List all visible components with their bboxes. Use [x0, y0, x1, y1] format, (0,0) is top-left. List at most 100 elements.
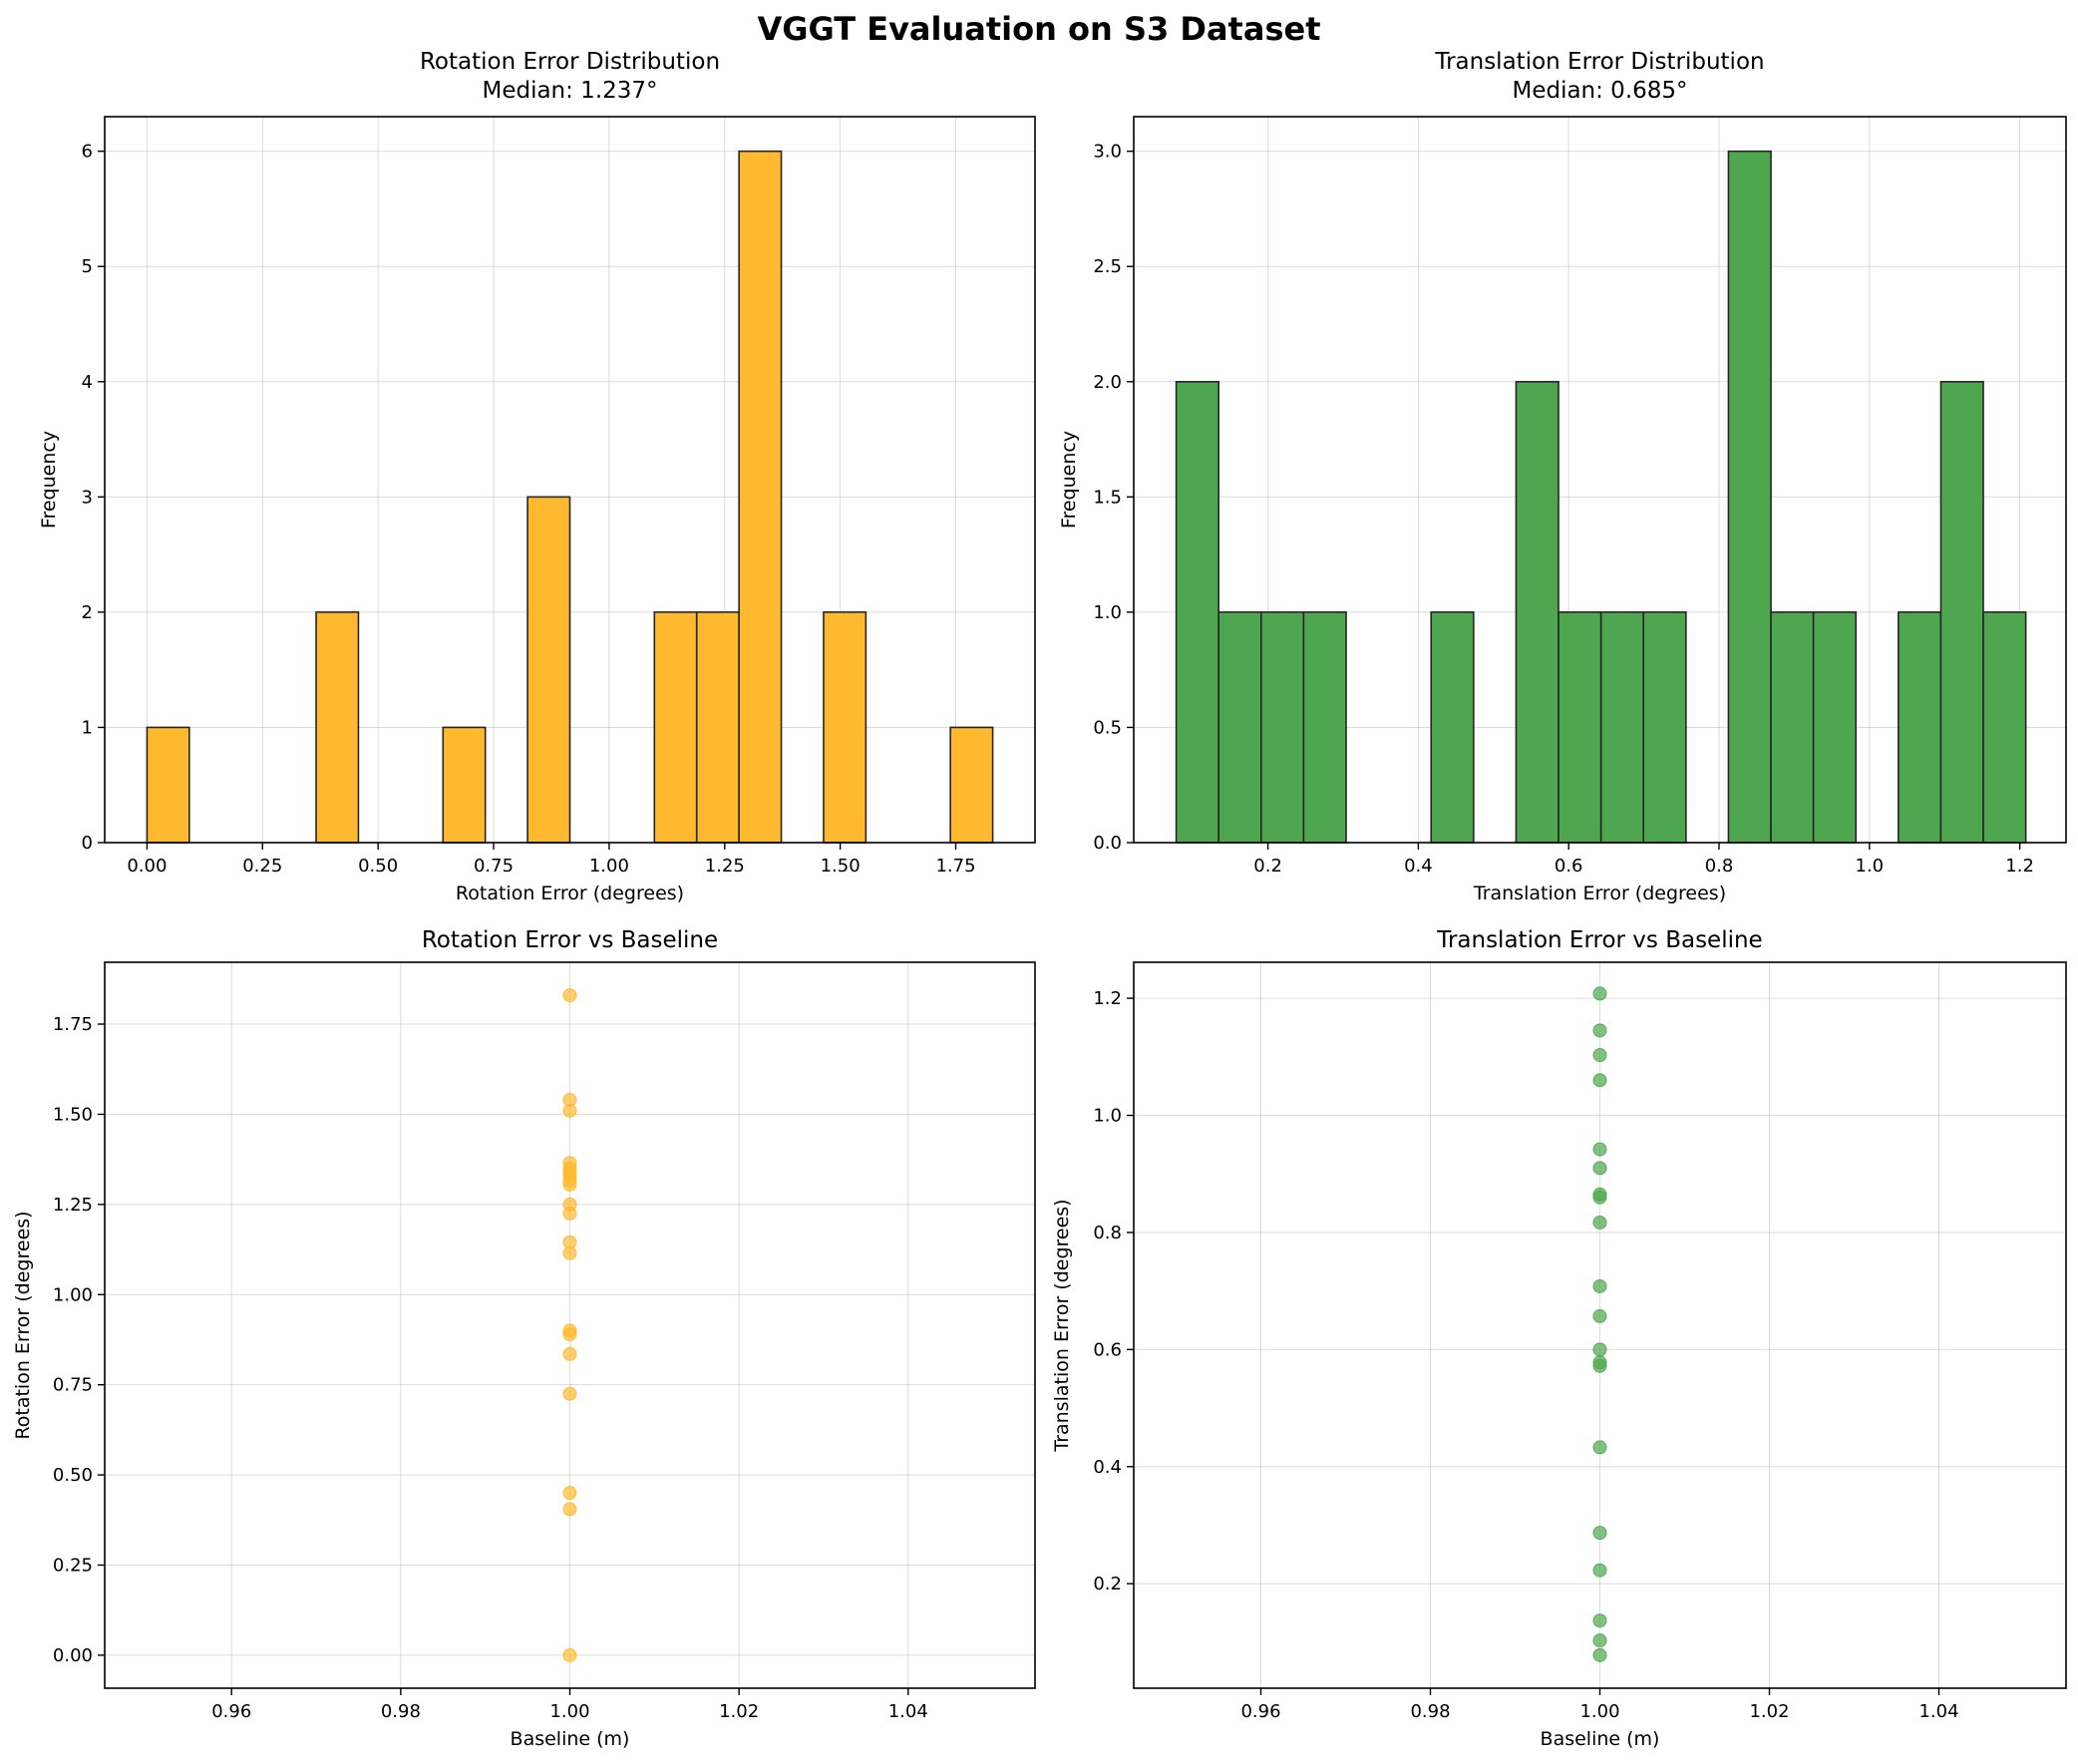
panel-title: Rotation Error vs Baseline [422, 927, 718, 953]
scatter-point [1592, 986, 1607, 1001]
scatter-point [562, 1245, 577, 1260]
histogram-bar [1175, 380, 1220, 844]
histogram-bar [1558, 611, 1602, 844]
scatter-point [1592, 1633, 1607, 1648]
y-tick-label: 0.4 [1093, 1457, 1122, 1478]
y-tick-label: 2.5 [1093, 256, 1122, 277]
scatter-point [562, 1346, 577, 1361]
scatter-point [562, 1647, 577, 1662]
rotation-histogram-panel: 0.00 0.25 0.50 0.75 1.00 1.25 1.50 1.75 0 1 2 3 4 5 6 R… [38, 49, 1036, 904]
histogram-bar [653, 611, 698, 844]
x-tick-label: 0.50 [358, 856, 398, 877]
x-tick-label: 1.00 [589, 856, 629, 877]
histogram-bar [315, 611, 360, 844]
y-tick-label: 2.0 [1093, 372, 1122, 393]
histogram-bar [1217, 611, 1262, 844]
histogram-bar [695, 611, 740, 844]
histogram-bar [1515, 380, 1559, 844]
panel-title: Rotation Error Distribution [420, 49, 720, 75]
y-tick-label: 2 [82, 602, 93, 623]
y-axis-label: Rotation Error (degrees) [12, 1211, 34, 1439]
y-tick-label: 1.25 [53, 1195, 93, 1216]
scatter-point [1592, 1647, 1607, 1662]
y-axis-label: Frequency [1058, 431, 1080, 529]
panel-subtitle: Median: 1.237° [482, 78, 657, 104]
x-tick-label: 1.02 [1749, 1701, 1789, 1722]
histogram-bar [1812, 611, 1858, 844]
y-tick-label: 0.2 [1093, 1574, 1122, 1594]
y-tick-label: 1.2 [1093, 988, 1122, 1009]
scatter-point [1592, 1190, 1607, 1205]
scatter-point [1592, 1440, 1607, 1455]
x-tick-label: 1.2 [2005, 856, 2034, 877]
histogram-bar [146, 726, 190, 844]
y-tick-label: 0.50 [53, 1465, 93, 1486]
bars [146, 150, 994, 844]
y-axis-label: Frequency [38, 431, 60, 529]
histogram-bar [1982, 611, 2027, 844]
panel-subtitle: Median: 0.685° [1512, 78, 1687, 104]
histogram-bar [1770, 611, 1815, 844]
scatter-point [562, 1327, 577, 1342]
scatter-point [1592, 1526, 1607, 1541]
x-tick-label: 1.0 [1856, 856, 1885, 877]
x-tick-label: 0.4 [1404, 856, 1433, 877]
x-axis-label: Rotation Error (degrees) [456, 882, 684, 904]
histogram-bar [1599, 611, 1645, 844]
x-tick-label: 0.98 [1410, 1701, 1450, 1722]
translation-scatter-panel: 0.96 0.98 1.00 1.02 1.04 0.2 0.4 0.6 0.8 1.0 1.2 Ba… [1051, 927, 2067, 1750]
scatter-point [562, 988, 577, 1003]
y-tick-label: 0.00 [53, 1645, 93, 1666]
points [562, 988, 577, 1662]
histogram-bar [442, 726, 487, 844]
x-tick-label: 0.96 [211, 1701, 251, 1722]
y-axis-label: Translation Error (degrees) [1051, 1199, 1073, 1452]
y-tick-label: 1 [82, 717, 93, 738]
y-tick-label: 0.0 [1093, 833, 1122, 854]
x-tick-label: 1.04 [888, 1701, 928, 1722]
y-tick-label: 5 [82, 256, 93, 277]
scatter-point [562, 1206, 577, 1221]
scatter-point [1592, 1215, 1607, 1230]
histogram-bar [1260, 611, 1305, 844]
scatter-point [1592, 1358, 1607, 1373]
scatter-point [1592, 1308, 1607, 1323]
grid [1134, 962, 2066, 1688]
x-tick-label: 0.00 [127, 856, 167, 877]
axes-frame [1133, 116, 2067, 844]
x-axis-label: Translation Error (degrees) [1473, 882, 1726, 904]
x-tick-label: 0.8 [1705, 856, 1734, 877]
x-tick-label: 1.02 [719, 1701, 759, 1722]
scatter-point [562, 1177, 577, 1192]
y-tick-label: 3.0 [1093, 142, 1122, 163]
figure-title: VGGT Evaluation on S3 Dataset [758, 10, 1321, 48]
points [1592, 986, 1607, 1662]
histogram-bar [1430, 611, 1475, 844]
x-tick-label: 1.00 [549, 1701, 589, 1722]
x-tick-label: 1.25 [705, 856, 745, 877]
panel-title: Translation Error vs Baseline [1436, 927, 1762, 953]
y-tick-label: 3 [82, 487, 93, 508]
scatter-point [1592, 1613, 1607, 1628]
x-tick-label: 1.00 [1579, 1701, 1619, 1722]
scatter-point [562, 1386, 577, 1401]
y-tick-label: 1.50 [53, 1104, 93, 1125]
scatter-point [1592, 1048, 1607, 1063]
x-tick-label: 0.2 [1253, 856, 1282, 877]
x-tick-label: 0.25 [242, 856, 282, 877]
y-tick-label: 1.0 [1093, 602, 1122, 623]
histogram-bar [823, 611, 867, 844]
bars [1175, 150, 2027, 844]
scatter-point [562, 1103, 577, 1118]
scatter-point [1592, 1278, 1607, 1293]
y-tick-label: 4 [82, 372, 93, 393]
rotation-scatter-panel: 0.96 0.98 1.00 1.02 1.04 0.00 0.25 0.50 0.75 1.00… [12, 927, 1036, 1750]
y-tick-label: 0.5 [1093, 717, 1122, 738]
x-tick-label: 1.50 [821, 856, 861, 877]
scatter-point [1592, 1161, 1607, 1176]
scatter-point [562, 1502, 577, 1517]
x-tick-label: 0.6 [1555, 856, 1583, 877]
histogram-bar [1302, 611, 1347, 844]
histogram-bar [1642, 611, 1687, 844]
